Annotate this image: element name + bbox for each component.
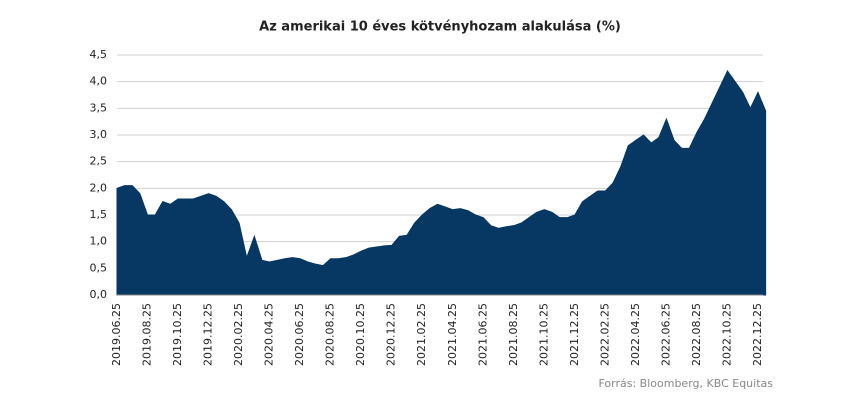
y-tick-label: 1,0 bbox=[90, 235, 108, 248]
x-tick-label: 2022.04.25 bbox=[629, 303, 642, 366]
y-tick-label: 2,5 bbox=[90, 155, 108, 168]
x-tick-label: 2019.10.25 bbox=[171, 303, 184, 366]
x-tick-label: 2021.08.25 bbox=[507, 303, 520, 366]
y-tick-label: 0,0 bbox=[90, 288, 108, 301]
y-tick-label: 0,5 bbox=[90, 261, 108, 274]
x-tick-label: 2020.08.25 bbox=[324, 303, 337, 366]
x-tick-label: 2021.10.25 bbox=[537, 303, 550, 366]
x-tick-label: 2020.04.25 bbox=[263, 303, 276, 366]
y-tick-label: 3,0 bbox=[90, 128, 108, 141]
x-tick-label: 2020.06.25 bbox=[293, 303, 306, 366]
x-tick-label: 2021.12.25 bbox=[568, 303, 581, 366]
y-tick-label: 4,0 bbox=[90, 75, 108, 88]
x-tick-label: 2022.06.25 bbox=[659, 303, 672, 366]
y-tick-label: 4,5 bbox=[90, 48, 108, 61]
x-tick-label: 2021.04.25 bbox=[446, 303, 459, 366]
x-tick-label: 2020.02.25 bbox=[232, 303, 245, 366]
x-tick-label: 2022.12.25 bbox=[751, 303, 764, 366]
x-tick-label: 2019.08.25 bbox=[141, 303, 154, 366]
x-tick-label: 2021.06.25 bbox=[476, 303, 489, 366]
chart-title: Az amerikai 10 éves kötvényhozam alakulá… bbox=[259, 20, 621, 35]
y-tick-label: 1,5 bbox=[90, 208, 108, 221]
x-tick-label: 2019.06.25 bbox=[110, 303, 123, 366]
area bbox=[116, 70, 767, 296]
source: Forrás: Bloomberg, KBC Equitas bbox=[598, 377, 773, 390]
y-tick-label: 3,5 bbox=[90, 101, 108, 114]
x-tick-label: 2020.12.25 bbox=[385, 303, 398, 366]
x-tick-label: 2022.08.25 bbox=[690, 303, 703, 366]
x-tick-label: 2020.10.25 bbox=[354, 303, 367, 366]
x-tick-label: 2019.12.25 bbox=[202, 303, 215, 366]
x-tick-label: 2022.10.25 bbox=[720, 303, 733, 366]
x-tick-label: 2021.02.25 bbox=[415, 303, 428, 366]
y-tick-label: 2,0 bbox=[90, 181, 108, 194]
x-tick-label: 2022.02.25 bbox=[598, 303, 611, 366]
